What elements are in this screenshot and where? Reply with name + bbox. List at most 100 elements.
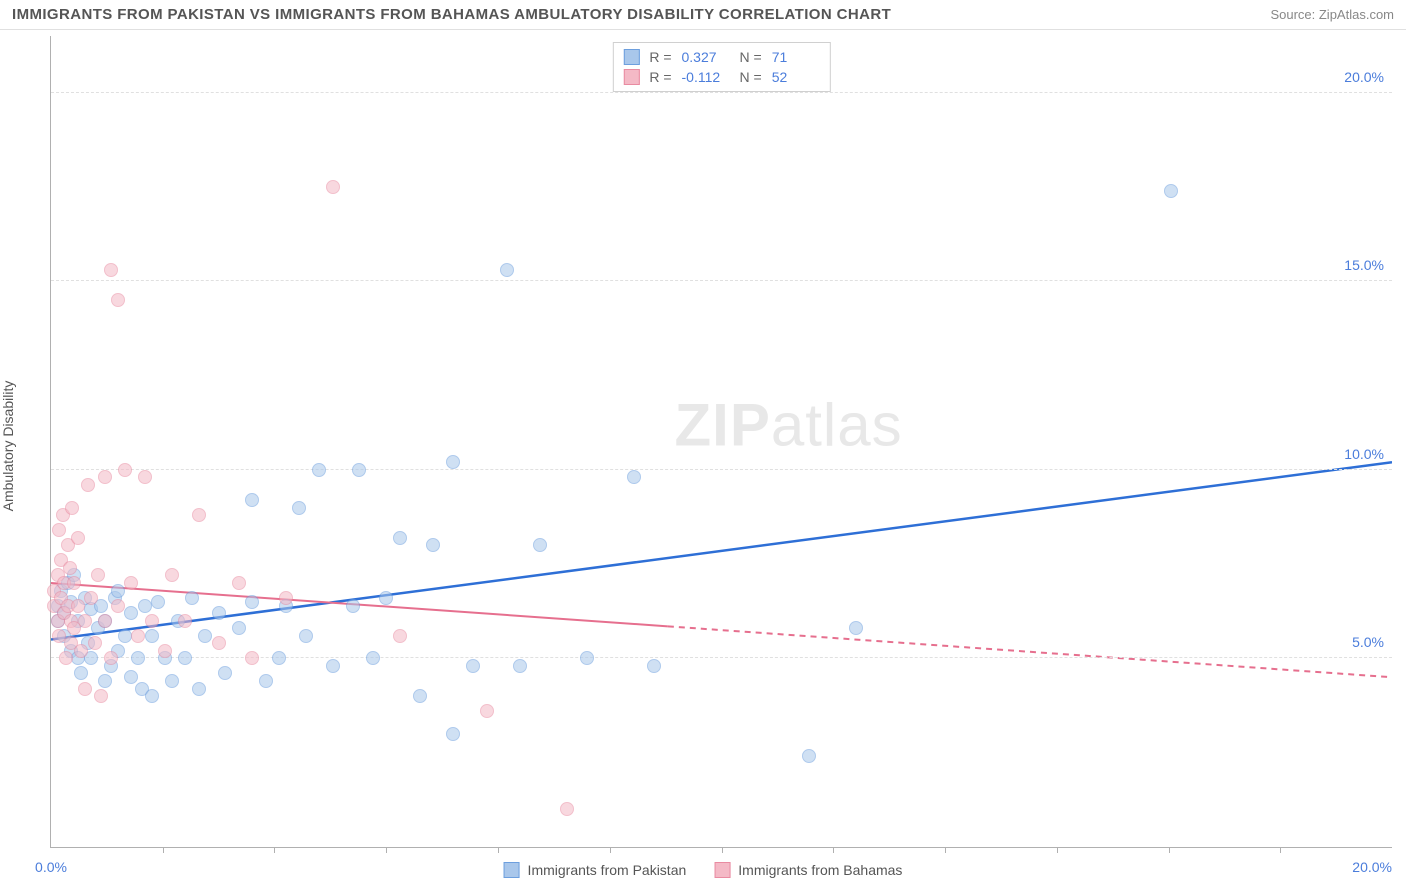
n-label: N = <box>740 69 762 85</box>
x-tick <box>722 847 723 853</box>
scatter-point <box>118 463 132 477</box>
scatter-point <box>145 689 159 703</box>
stats-row: R =0.327N =71 <box>623 47 819 67</box>
stats-row: R =-0.112N =52 <box>623 67 819 87</box>
series-swatch <box>623 69 639 85</box>
legend-swatch <box>504 862 520 878</box>
scatter-point <box>312 463 326 477</box>
x-tick <box>833 847 834 853</box>
scatter-point <box>1164 184 1178 198</box>
scatter-point <box>352 463 366 477</box>
scatter-point <box>74 666 88 680</box>
scatter-point <box>379 591 393 605</box>
scatter-point <box>145 614 159 628</box>
scatter-point <box>413 689 427 703</box>
scatter-point <box>326 659 340 673</box>
x-tick-label: 0.0% <box>35 859 67 875</box>
x-tick <box>163 847 164 853</box>
x-tick <box>1280 847 1281 853</box>
r-label: R = <box>649 49 671 65</box>
scatter-point <box>212 636 226 650</box>
scatter-point <box>849 621 863 635</box>
gridline <box>51 280 1392 281</box>
series-swatch <box>623 49 639 65</box>
trend-line <box>51 462 1392 639</box>
scatter-point <box>393 629 407 643</box>
scatter-point <box>178 614 192 628</box>
scatter-point <box>292 501 306 515</box>
scatter-point <box>245 595 259 609</box>
scatter-point <box>279 591 293 605</box>
scatter-point <box>232 576 246 590</box>
scatter-point <box>78 682 92 696</box>
scatter-point <box>647 659 661 673</box>
gridline <box>51 469 1392 470</box>
legend-label: Immigrants from Pakistan <box>528 862 687 878</box>
scatter-point <box>91 568 105 582</box>
scatter-point <box>165 674 179 688</box>
scatter-chart: ZIPatlas R =0.327N =71R =-0.112N =52 5.0… <box>50 36 1392 848</box>
scatter-point <box>84 591 98 605</box>
trend-lines-layer <box>51 36 1392 847</box>
scatter-point <box>212 606 226 620</box>
trend-line <box>668 626 1392 677</box>
scatter-point <box>245 651 259 665</box>
scatter-point <box>111 599 125 613</box>
scatter-point <box>131 629 145 643</box>
x-tick <box>386 847 387 853</box>
scatter-point <box>71 531 85 545</box>
scatter-point <box>272 651 286 665</box>
y-tick-label: 20.0% <box>1344 69 1384 85</box>
scatter-point <box>218 666 232 680</box>
scatter-point <box>426 538 440 552</box>
scatter-point <box>192 508 206 522</box>
scatter-point <box>346 599 360 613</box>
y-tick-label: 5.0% <box>1352 634 1384 650</box>
legend-item: Immigrants from Bahamas <box>714 862 902 878</box>
scatter-point <box>480 704 494 718</box>
scatter-point <box>74 644 88 658</box>
scatter-point <box>111 584 125 598</box>
x-tick <box>610 847 611 853</box>
scatter-point <box>366 651 380 665</box>
scatter-point <box>802 749 816 763</box>
scatter-point <box>98 614 112 628</box>
scatter-point <box>98 674 112 688</box>
scatter-point <box>98 470 112 484</box>
scatter-point <box>513 659 527 673</box>
scatter-point <box>131 651 145 665</box>
scatter-point <box>104 651 118 665</box>
r-value: 0.327 <box>682 49 730 65</box>
x-tick <box>274 847 275 853</box>
scatter-point <box>446 455 460 469</box>
x-tick <box>1169 847 1170 853</box>
series-legend: Immigrants from Pakistan Immigrants from … <box>504 862 903 878</box>
scatter-point <box>118 629 132 643</box>
scatter-point <box>198 629 212 643</box>
scatter-point <box>299 629 313 643</box>
scatter-point <box>111 293 125 307</box>
scatter-point <box>104 263 118 277</box>
scatter-point <box>560 802 574 816</box>
y-axis-label: Ambulatory Disability <box>0 381 16 512</box>
gridline <box>51 92 1392 93</box>
n-label: N = <box>740 49 762 65</box>
scatter-point <box>124 606 138 620</box>
scatter-point <box>627 470 641 484</box>
source-label: Source: ZipAtlas.com <box>1270 7 1394 22</box>
scatter-point <box>393 531 407 545</box>
legend-item: Immigrants from Pakistan <box>504 862 687 878</box>
scatter-point <box>259 674 273 688</box>
scatter-point <box>138 599 152 613</box>
r-value: -0.112 <box>682 69 730 85</box>
scatter-point <box>78 614 92 628</box>
y-tick-label: 15.0% <box>1344 257 1384 273</box>
legend-label: Immigrants from Bahamas <box>738 862 902 878</box>
y-tick-label: 10.0% <box>1344 446 1384 462</box>
x-tick <box>945 847 946 853</box>
scatter-point <box>533 538 547 552</box>
scatter-point <box>232 621 246 635</box>
r-label: R = <box>649 69 671 85</box>
scatter-point <box>185 591 199 605</box>
scatter-point <box>580 651 594 665</box>
